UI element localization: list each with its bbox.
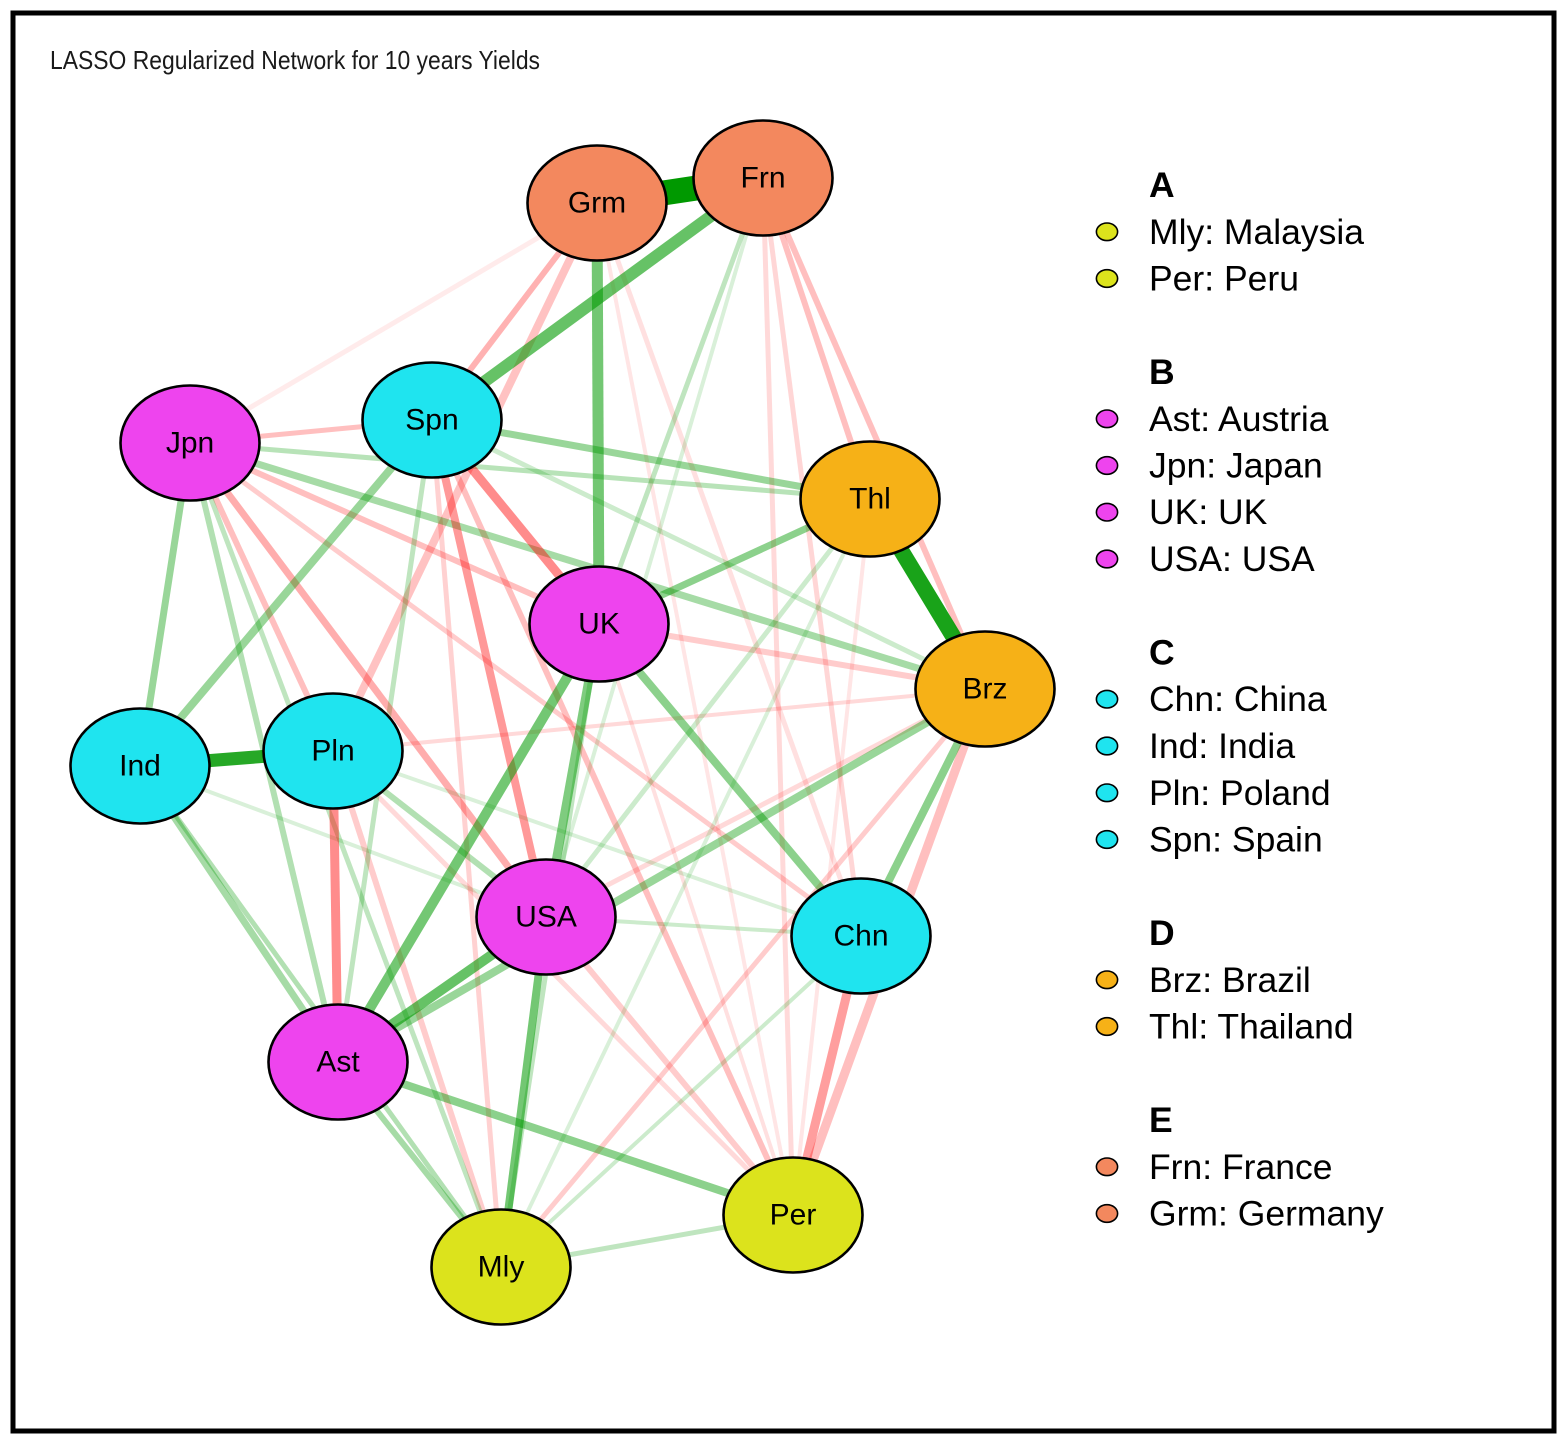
svg-text:Chn: Chn	[833, 920, 888, 953]
svg-text:Brz: Brazil: Brz: Brazil	[1149, 960, 1311, 1000]
svg-text:Per: Peru: Per: Peru	[1149, 259, 1299, 299]
svg-text:UK: UK: UK: UK	[1149, 492, 1268, 532]
svg-text:LASSO Regularized Network for: LASSO Regularized Network for 10 years Y…	[50, 45, 540, 75]
svg-text:Mly: Malaysia: Mly: Malaysia	[1149, 212, 1364, 252]
svg-text:Spn: Spn	[405, 404, 458, 437]
svg-text:UK: UK	[578, 608, 620, 641]
svg-text:USA: USA: USA: USA	[1149, 539, 1315, 579]
svg-text:B: B	[1149, 352, 1175, 392]
svg-text:A: A	[1149, 165, 1175, 205]
svg-text:Ind: Ind	[119, 750, 161, 783]
svg-text:Ast: Austria: Ast: Austria	[1149, 399, 1329, 439]
svg-text:USA: USA	[515, 901, 577, 934]
svg-text:Spn: Spain: Spn: Spain	[1149, 820, 1323, 860]
svg-text:Jpn: Japan: Jpn: Japan	[1149, 446, 1323, 486]
svg-text:Pln: Pln	[311, 735, 354, 768]
svg-text:Brz: Brz	[963, 673, 1008, 706]
svg-text:Thl: Thl	[849, 483, 891, 516]
svg-text:Chn: China: Chn: China	[1149, 679, 1327, 719]
svg-text:Grm: Germany: Grm: Germany	[1149, 1194, 1384, 1234]
svg-text:Thl: Thailand: Thl: Thailand	[1149, 1007, 1354, 1047]
svg-text:C: C	[1149, 633, 1175, 673]
svg-text:Pln: Poland: Pln: Poland	[1149, 773, 1331, 813]
svg-text:Frn: France: Frn: France	[1149, 1147, 1332, 1187]
svg-text:Grm: Grm	[568, 187, 626, 220]
svg-text:Ind: India: Ind: India	[1149, 726, 1295, 766]
svg-text:D: D	[1149, 913, 1175, 953]
svg-text:E: E	[1149, 1100, 1173, 1140]
svg-text:Frn: Frn	[741, 162, 786, 195]
svg-text:Ast: Ast	[316, 1046, 360, 1079]
svg-text:Mly: Mly	[478, 1251, 525, 1284]
svg-text:Jpn: Jpn	[166, 427, 214, 460]
svg-text:Per: Per	[770, 1199, 817, 1232]
